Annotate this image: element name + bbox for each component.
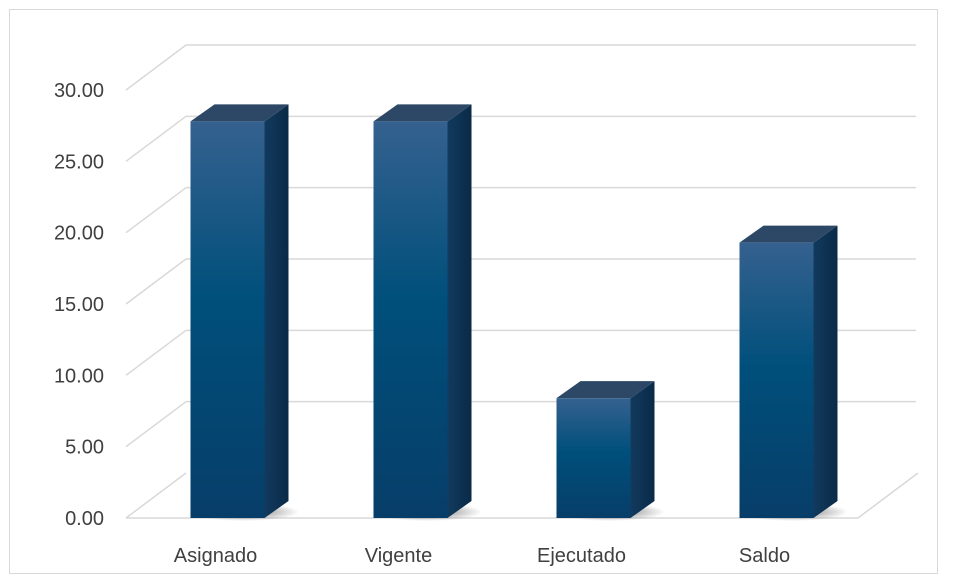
gridlines [125,44,919,519]
gridline [125,186,916,234]
bars [188,104,848,521]
y-tick-label: 0.00 [65,508,104,530]
y-axis-tick-labels: 0.00 5.00 10.00 15.00 20.00 25.00 30.00 [54,80,104,530]
y-tick-label: 20.00 [54,223,104,245]
y-tick-label: 10.00 [54,365,104,387]
x-tick-label: Vigente [365,545,432,567]
bar [554,381,665,521]
x-tick-label: Saldo [739,545,790,567]
bar [371,104,482,521]
y-tick-label: 25.00 [54,151,104,173]
gridline [125,44,916,91]
x-tick-label: Ejecutado [537,545,626,567]
y-tick-label: 5.00 [65,437,104,459]
y-tick-label: 30.00 [54,80,104,102]
x-axis-tick-labels: Asignado Vigente Ejecutado Saldo [174,545,790,567]
y-tick-label: 15.00 [54,294,104,316]
gridline [125,115,916,162]
bar-chart: 0.00 5.00 10.00 15.00 20.00 25.00 30.00 Asigna… [54,44,919,567]
chart-area: 0.00 5.00 10.00 15.00 20.00 25.00 30.00 Asigna… [9,9,938,574]
bar [737,225,848,521]
bar [188,104,299,521]
x-tick-label: Asignado [174,545,257,567]
